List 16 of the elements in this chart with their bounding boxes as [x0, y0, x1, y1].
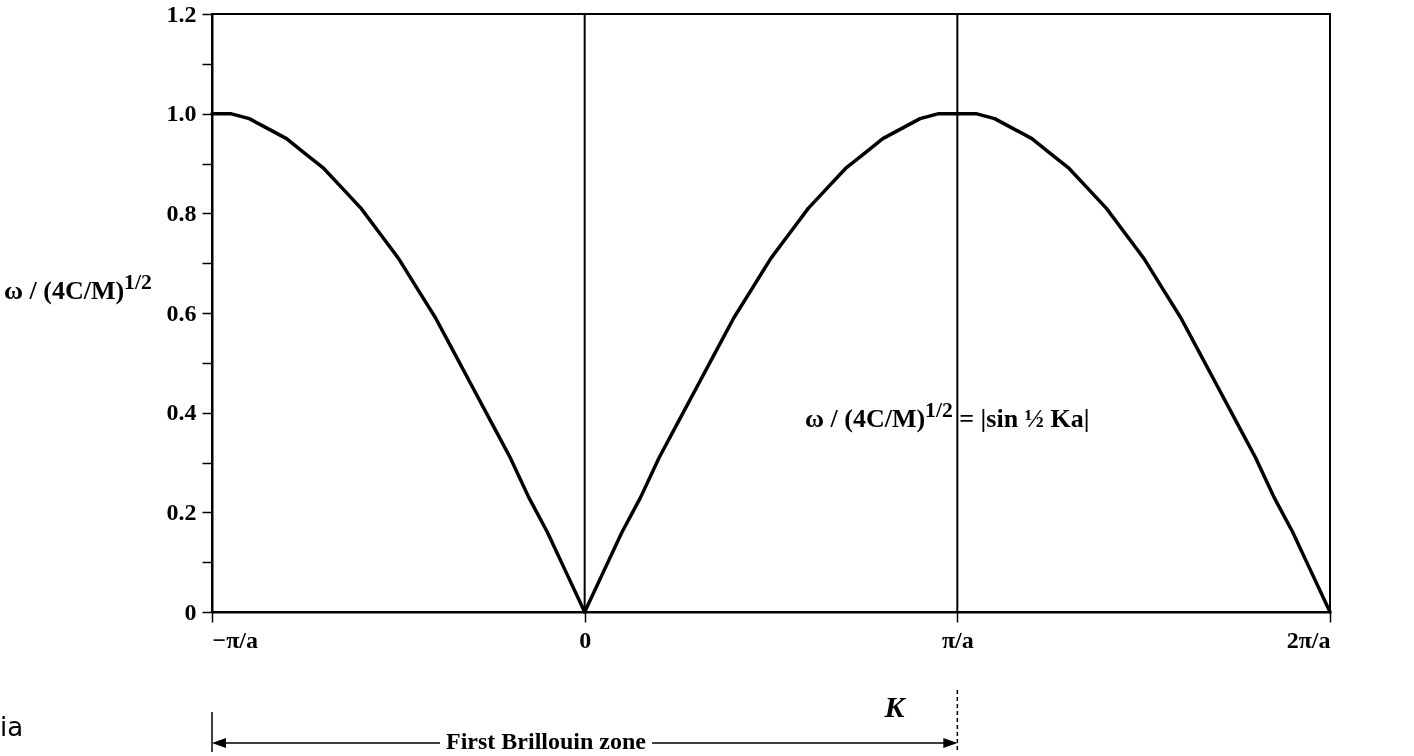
- y-tick-label: 0.8: [166, 199, 197, 226]
- x-tick-label: −π/a: [212, 626, 258, 653]
- text: First Brillouin zone: [440, 728, 652, 755]
- y-axis-title: ω / (4C/M)$^{1/2}$: [4, 270, 152, 306]
- y-tick-label: 0.2: [166, 498, 197, 525]
- x-tick-label: π/a: [941, 626, 974, 653]
- y-tick-label: 0: [184, 598, 197, 625]
- text: ia: [0, 712, 24, 742]
- y-tick-label: 1.2: [166, 0, 197, 27]
- y-tick-label: 0.4: [166, 399, 197, 426]
- x-axis-title: K: [883, 689, 907, 723]
- annotation: ω / (4C/M)$^{1/2}$ = |sin ½ Ka|: [805, 398, 1090, 434]
- y-tick-label: 0.6: [166, 299, 197, 326]
- x-tick-label: 2π/a: [1286, 626, 1331, 653]
- y-tick-label: 1.0: [166, 100, 197, 127]
- x-tick-label: 0: [579, 626, 592, 653]
